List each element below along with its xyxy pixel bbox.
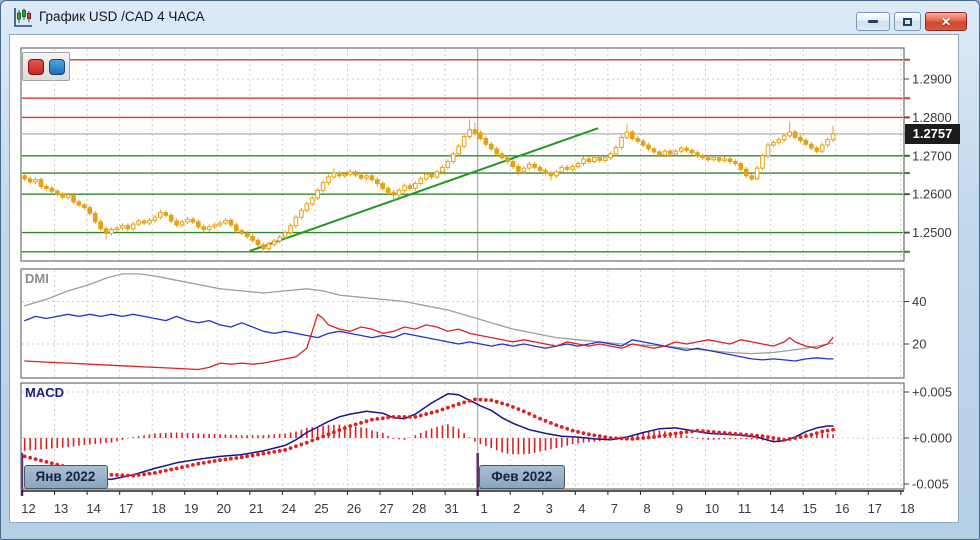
x-axis-day-label: 14 bbox=[86, 501, 100, 516]
x-axis-day-label: 7 bbox=[611, 501, 618, 516]
quick-buttons-toolbar bbox=[22, 52, 70, 81]
x-axis-day-label: 20 bbox=[217, 501, 231, 516]
minimize-button[interactable] bbox=[856, 12, 890, 31]
x-axis-day-label: 18 bbox=[151, 501, 165, 516]
x-axis-day-label: 17 bbox=[868, 501, 882, 516]
close-button[interactable]: ✕ bbox=[925, 12, 967, 31]
x-axis-day-label: 3 bbox=[546, 501, 553, 516]
month-label-jan: Янв 2022 bbox=[23, 465, 109, 489]
y-axis-label: +0.000 bbox=[912, 431, 952, 446]
chart-icon bbox=[14, 8, 32, 27]
x-axis-day-label: 11 bbox=[738, 501, 752, 516]
window-title: График USD /CAD 4 ЧАСА bbox=[39, 9, 205, 24]
y-axis-label: -0.005 bbox=[912, 477, 949, 492]
minimize-icon bbox=[868, 20, 878, 23]
month-separator-lines bbox=[20, 49, 479, 496]
x-axis-day-label: 10 bbox=[705, 501, 719, 516]
x-axis-day-label: 13 bbox=[54, 501, 68, 516]
y-axis-label: 40 bbox=[912, 294, 926, 309]
candlesticks bbox=[22, 119, 836, 253]
x-axis-day-label: 15 bbox=[802, 501, 816, 516]
x-axis-day-label: 2 bbox=[513, 501, 520, 516]
window-controls: ✕ bbox=[856, 12, 967, 31]
trendline[interactable] bbox=[249, 127, 599, 252]
close-icon: ✕ bbox=[940, 14, 952, 29]
x-axis-day-label: 18 bbox=[900, 501, 914, 516]
buy-blue-button[interactable] bbox=[48, 58, 65, 75]
x-axis-day-label: 12 bbox=[21, 501, 35, 516]
x-axis-day-label: 9 bbox=[676, 501, 683, 516]
macd-pane-label: MACD bbox=[25, 385, 64, 400]
y-axis-label: 1.2700 bbox=[912, 148, 952, 163]
dmi-lines bbox=[24, 273, 834, 371]
current-price-tag: 1.2757 bbox=[905, 123, 960, 144]
x-axis-day-label: 14 bbox=[770, 501, 784, 516]
x-axis-day-label: 27 bbox=[379, 501, 393, 516]
horizontal-level-lines[interactable] bbox=[22, 58, 910, 253]
title-bar[interactable]: График USD /CAD 4 ЧАСА ✕ bbox=[1, 1, 979, 34]
y-axis-labels: 1.2900 1.2800 1.2700 1.2600 1.2500 40 20 +0.005… bbox=[904, 72, 952, 492]
macd-plot bbox=[22, 393, 835, 481]
x-axis-day-label: 4 bbox=[578, 501, 585, 516]
x-axis-day-label: 21 bbox=[249, 501, 263, 516]
x-axis-day-label: 1 bbox=[481, 501, 488, 516]
x-axis-day-label: 17 bbox=[119, 501, 133, 516]
sell-red-button[interactable] bbox=[27, 58, 44, 75]
y-axis-label: 20 bbox=[912, 337, 926, 352]
y-axis-label: 1.2600 bbox=[912, 187, 952, 202]
y-axis-label: +0.005 bbox=[912, 385, 952, 400]
y-axis-label: 1.2500 bbox=[912, 225, 952, 240]
maximize-button[interactable] bbox=[894, 12, 921, 31]
dmi-pane-label: DMI bbox=[25, 271, 49, 286]
y-axis-label: 1.2900 bbox=[912, 72, 952, 87]
x-axis-day-label: 26 bbox=[347, 501, 361, 516]
x-axis-day-label: 16 bbox=[835, 501, 849, 516]
x-axis-day-label: 8 bbox=[643, 501, 650, 516]
x-axis-day-label: 24 bbox=[282, 501, 296, 516]
x-axis-day-label: 28 bbox=[412, 501, 426, 516]
panel-borders bbox=[20, 47, 905, 490]
x-axis-day-label: 19 bbox=[184, 501, 198, 516]
month-label-feb: Фев 2022 bbox=[479, 465, 566, 489]
maximize-icon bbox=[903, 17, 912, 26]
x-axis-day-label: 25 bbox=[314, 501, 328, 516]
y-axis-label: 1.2800 bbox=[912, 110, 952, 125]
x-axis-day-label: 31 bbox=[444, 501, 458, 516]
x-axis: 12 13 14 17 18 19 20 21 24 25 26 27 28 31 1 2 3 4 7 8 9 10 11 1… bbox=[21, 490, 915, 516]
